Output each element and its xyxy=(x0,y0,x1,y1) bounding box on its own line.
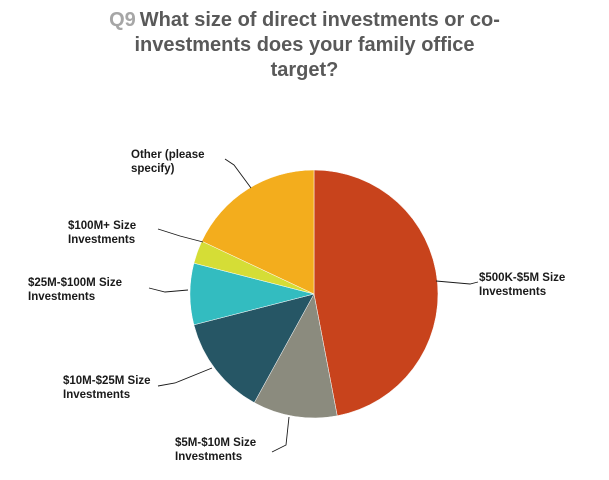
leader-line xyxy=(271,416,290,453)
slice-labels: $500K-$5M Size Investments $5M-$10M Size In… xyxy=(28,149,565,463)
slice-100m-plus-label: $100M+ Size Investments xyxy=(68,220,136,246)
leader-line xyxy=(435,280,479,285)
leader-line xyxy=(148,287,189,293)
slice-10m-25m xyxy=(193,293,315,403)
slice-500k-5m-label: $500K-$5M Size Investments xyxy=(479,272,565,298)
leader-lines xyxy=(148,158,479,453)
pie-slices xyxy=(189,169,439,419)
title-text-1: What size of direct investments or co- xyxy=(139,9,500,31)
slice-5m-10m-label: $5M-$10M Size Investments xyxy=(175,437,256,463)
leader-line xyxy=(157,367,213,387)
slice-25m-100m-label: $25M-$100M Size Investments xyxy=(28,277,122,303)
title-line-2: investments does your family office xyxy=(134,34,475,56)
slice-5m-10m xyxy=(253,293,338,419)
slice-10m-25m-label: $10M-$25M Size Investments xyxy=(63,375,151,401)
slice-500k-5m xyxy=(313,169,439,417)
chart-title: Q9 What size of direct investments or co-… xyxy=(0,8,609,83)
leader-line xyxy=(157,228,204,243)
slice-other-label: Other (please specify) xyxy=(131,149,205,175)
title-line-1: Q9 What size of direct investments or co- xyxy=(0,8,609,33)
leader-line xyxy=(224,158,252,189)
question-number: Q9 xyxy=(109,9,136,31)
title-line-3: target? xyxy=(270,59,339,81)
slice-other xyxy=(201,169,315,295)
